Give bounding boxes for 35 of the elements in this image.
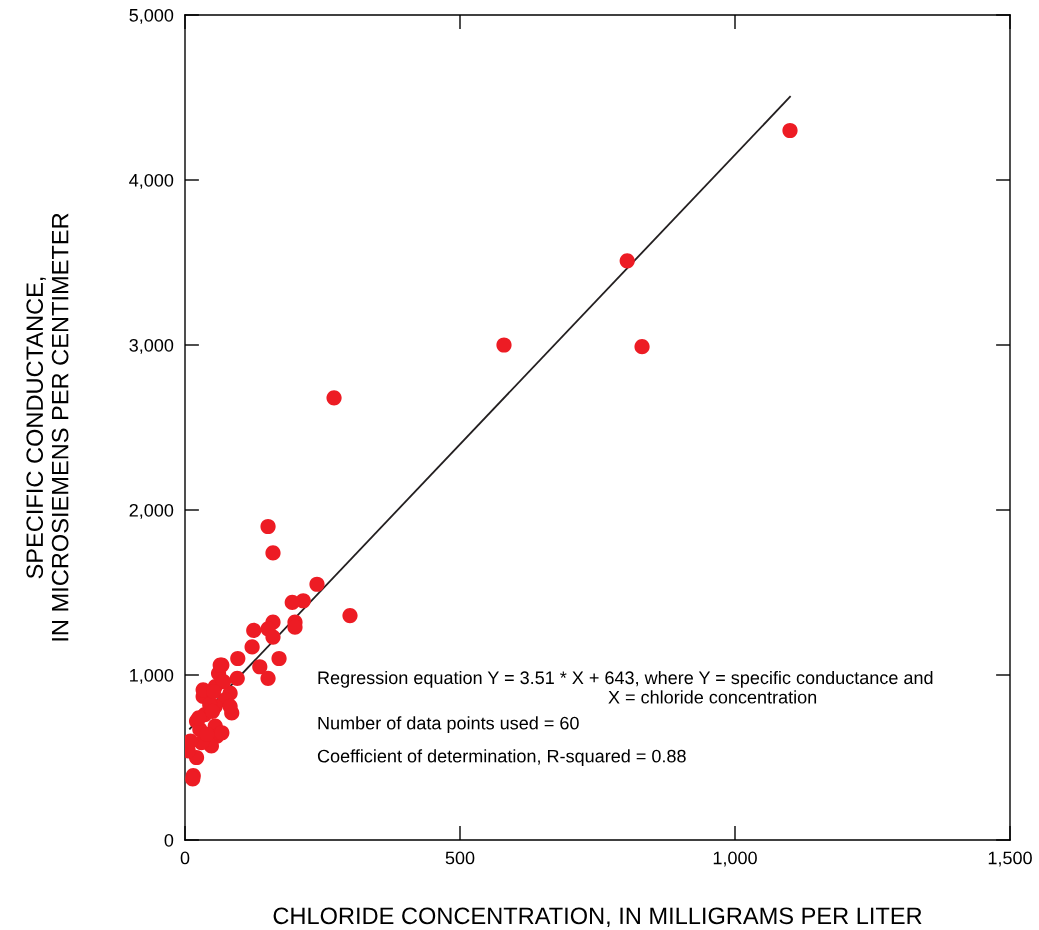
point xyxy=(496,337,512,353)
annotation: Number of data points used = 60 xyxy=(318,716,579,734)
x-tick-label: 500 xyxy=(445,851,475,865)
point xyxy=(260,518,276,535)
x-tick-label: 1,500 xyxy=(988,851,1032,867)
y-tick-label: 4,000 xyxy=(129,173,174,189)
annotation: Regression equation Y = 3.51 * X + 643, where Y = specific conductance and X = chloride concentration xyxy=(318,670,933,704)
point xyxy=(284,594,300,611)
point xyxy=(634,339,650,355)
point xyxy=(309,576,325,592)
point xyxy=(265,629,281,645)
x-axis-title: CHLORIDE CONCENTRATION, IN MILLIGRAMS PER LITER xyxy=(273,907,922,927)
x-tick-label: 0 xyxy=(180,851,190,865)
y-tick-label: 3,000 xyxy=(129,338,174,354)
point xyxy=(265,545,281,561)
annotation: Coefficient of determination, R-squared = 0.88 xyxy=(317,749,686,767)
point xyxy=(260,670,276,686)
point xyxy=(230,650,246,667)
point xyxy=(185,733,199,749)
y-tick-label: 1,000 xyxy=(130,668,174,684)
point xyxy=(252,659,268,675)
y-tick-label: 2,000 xyxy=(129,503,174,519)
point xyxy=(222,698,238,714)
point xyxy=(244,639,260,655)
point xyxy=(326,390,342,406)
point xyxy=(342,607,358,624)
point xyxy=(271,650,287,667)
y-axis-title: SPECIFIC CONDUCTANCE, IN MICROSIEMENS PER CENTIMETER xyxy=(26,213,69,641)
point xyxy=(246,622,262,639)
point xyxy=(782,122,798,139)
y-tick-label: 5,000 xyxy=(129,8,174,24)
point xyxy=(229,670,245,686)
y-tick-label: 0 xyxy=(164,833,174,847)
x-tick-label: 1,000 xyxy=(713,851,757,867)
point xyxy=(619,253,635,269)
